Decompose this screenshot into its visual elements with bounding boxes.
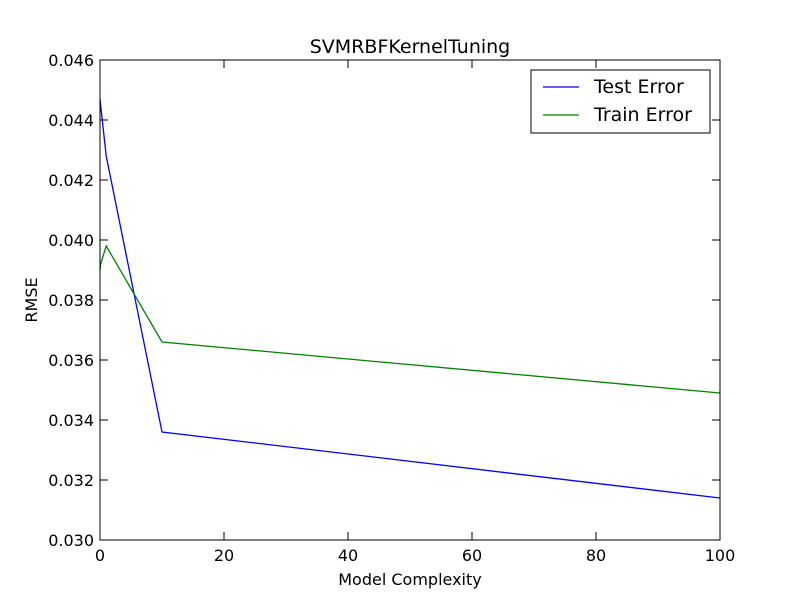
y-tick-label: 0.032 — [48, 471, 94, 490]
legend: Test Error Train Error — [530, 69, 711, 134]
y-axis-label: RMSE — [22, 277, 41, 322]
x-axis-label: Model Complexity — [338, 570, 482, 589]
y-tick-label: 0.036 — [48, 351, 94, 370]
y-tick-label: 0.030 — [48, 531, 94, 550]
y-axis-ticks: 0.030 0.032 0.034 0.036 0.038 0.040 0.042 0.044… — [48, 51, 720, 550]
x-tick-label: 40 — [338, 546, 358, 565]
x-tick-label: 100 — [705, 546, 736, 565]
y-tick-label: 0.034 — [48, 411, 94, 430]
y-tick-label: 0.040 — [48, 231, 94, 250]
chart-title: SVMRBFKernelTuning — [310, 36, 511, 58]
legend-label-test-error: Test Error — [593, 76, 684, 98]
y-tick-label: 0.038 — [48, 291, 94, 310]
x-axis-ticks: 0 20 40 60 80 100 — [95, 60, 735, 565]
y-tick-label: 0.046 — [48, 51, 94, 70]
x-tick-label: 60 — [462, 546, 482, 565]
legend-box — [530, 69, 711, 134]
y-tick-label: 0.044 — [48, 111, 94, 130]
legend-label-train-error: Train Error — [593, 104, 692, 126]
x-tick-label: 80 — [586, 546, 606, 565]
x-tick-label: 0 — [95, 546, 105, 565]
y-tick-label: 0.042 — [48, 171, 94, 190]
x-tick-label: 20 — [214, 546, 234, 565]
